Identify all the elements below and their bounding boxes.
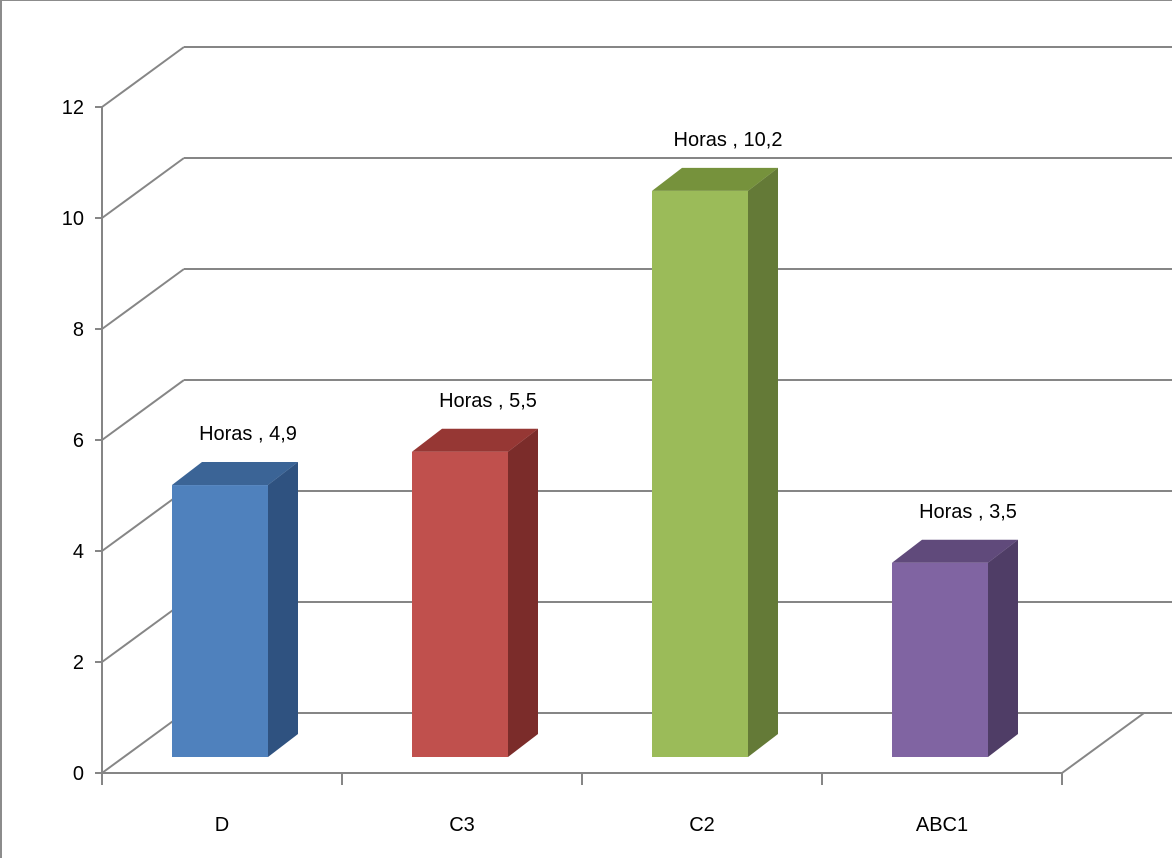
bar-top-C3 xyxy=(412,428,538,452)
bar-ABC1 xyxy=(892,539,1018,757)
bar-front-D xyxy=(172,485,268,757)
bar-C3 xyxy=(412,428,538,757)
gridline-side-2 xyxy=(101,601,185,663)
y-tick-label-8: 8 xyxy=(73,319,84,341)
bar-top-ABC1 xyxy=(892,539,1018,563)
gridline-side-4 xyxy=(101,490,185,552)
bar-C2 xyxy=(652,167,778,757)
x-tick-label-ABC1: ABC1 xyxy=(916,814,968,836)
y-tick-label-0: 0 xyxy=(73,763,84,785)
bar-top-D xyxy=(172,462,298,486)
data-label-C3: Horas , 5,5 xyxy=(439,390,537,412)
bar-front-C2 xyxy=(652,190,748,757)
gridline-side-6 xyxy=(101,379,185,441)
data-label-C2: Horas , 10,2 xyxy=(674,129,783,151)
data-label-ABC1: Horas , 3,5 xyxy=(919,501,1017,523)
gridline-side-12 xyxy=(101,46,185,108)
labels-layer: D Horas , 4,9 C3 Horas , 5,5 C2 Horas , 10,2 A… xyxy=(199,129,1017,836)
y-tick-label-2: 2 xyxy=(73,652,84,674)
bar-side-ABC1 xyxy=(988,539,1018,757)
bar-front-ABC1 xyxy=(892,562,988,757)
x-tick-label-C3: C3 xyxy=(449,814,475,836)
axis-layer: 0 2 4 6 8 10 12 xyxy=(62,97,1063,785)
gridline-side-10 xyxy=(101,157,185,219)
bar-front-C3 xyxy=(412,451,508,757)
bar-D xyxy=(172,462,298,757)
y-tick-label-6: 6 xyxy=(73,430,84,452)
bar-side-C2 xyxy=(748,167,778,757)
y-tick-label-4: 4 xyxy=(73,541,84,563)
bar-side-C3 xyxy=(508,428,538,757)
y-tick-label-10: 10 xyxy=(62,208,84,230)
x-tick-label-D: D xyxy=(215,814,229,836)
bar-top-C2 xyxy=(652,167,778,191)
bar-side-D xyxy=(268,462,298,757)
gridline-side-0 xyxy=(101,712,185,774)
y-tick-label-12: 12 xyxy=(62,97,84,119)
bars-layer xyxy=(172,167,1018,757)
x-tick-label-C2: C2 xyxy=(689,814,715,836)
gridline-side-8 xyxy=(101,268,185,330)
floor-right-edge xyxy=(1061,712,1145,774)
data-label-D: Horas , 4,9 xyxy=(199,423,297,445)
